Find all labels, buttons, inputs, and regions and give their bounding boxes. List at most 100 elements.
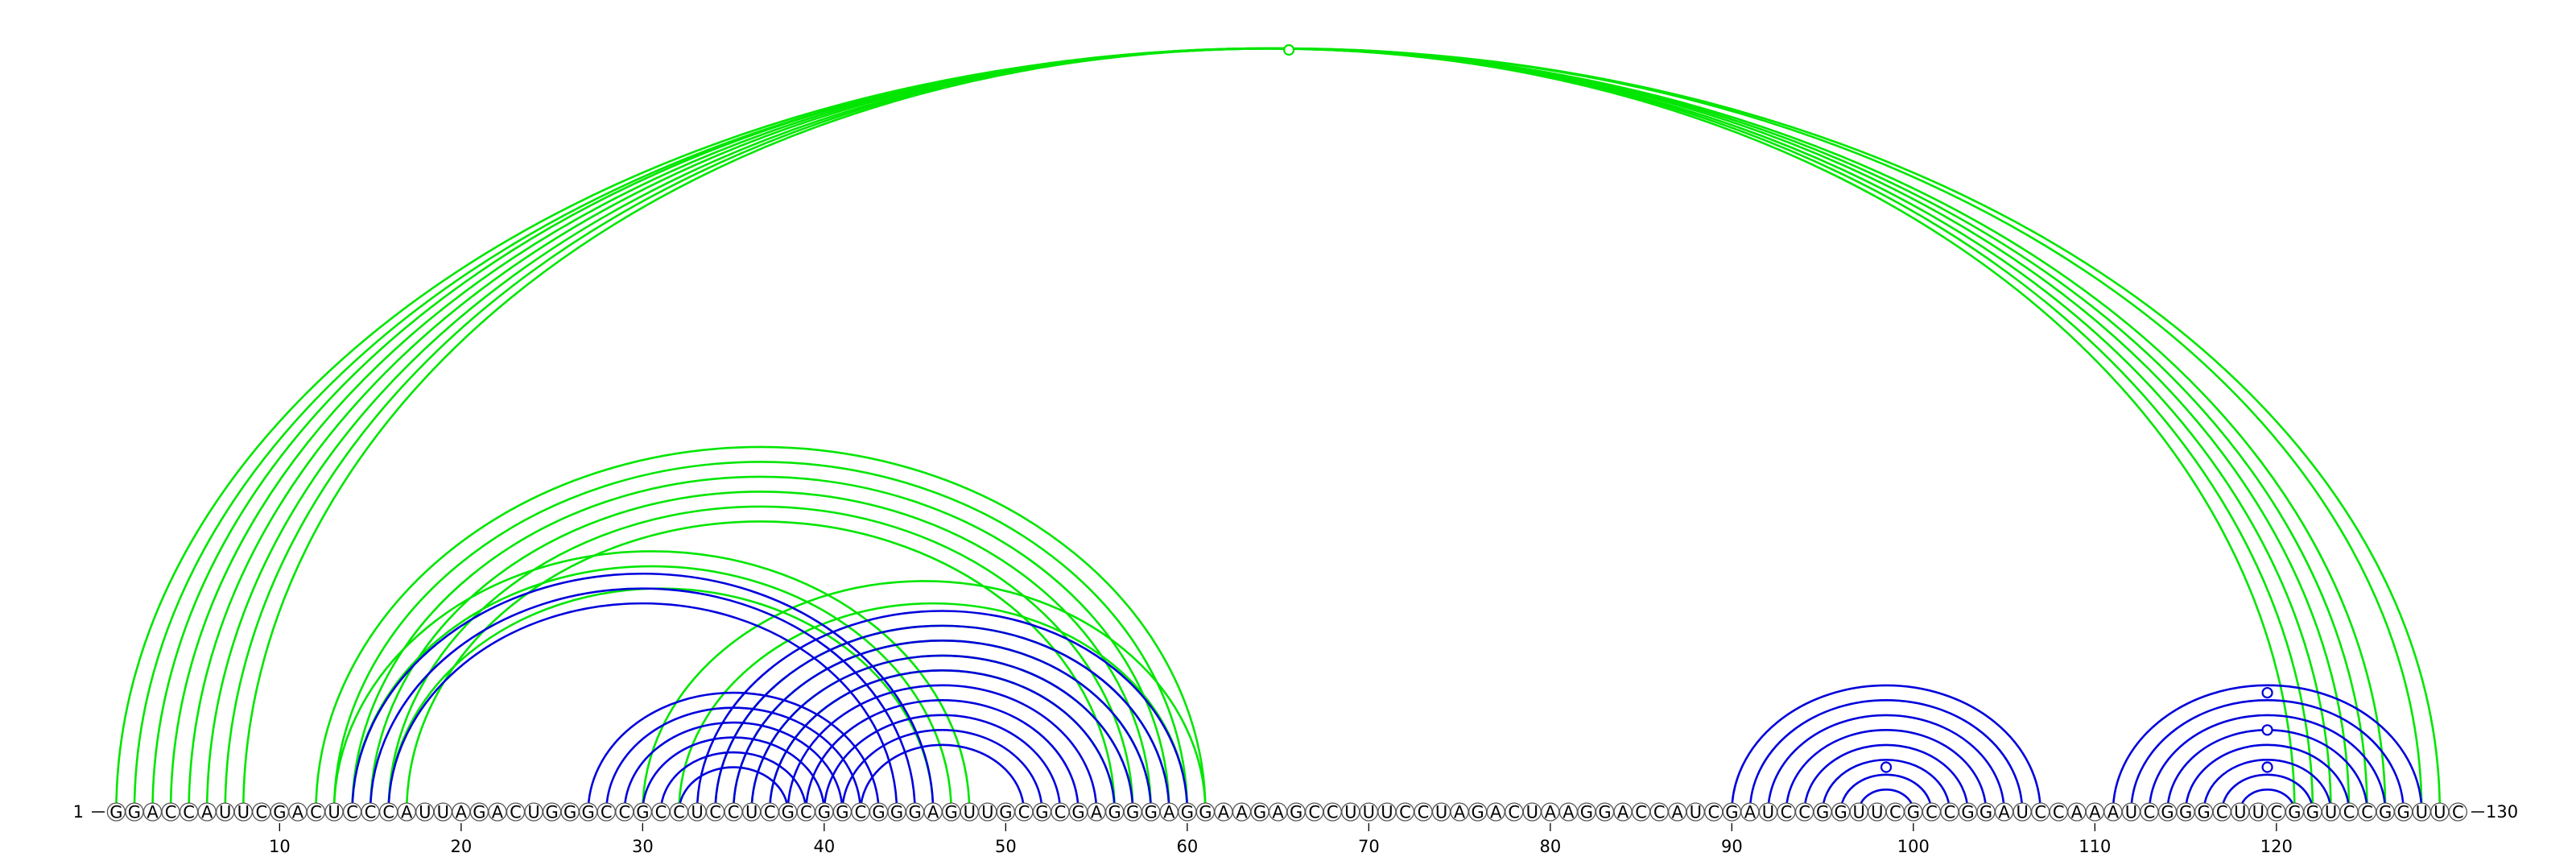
blue-hairpin-2-arc-117-122 [2220,773,2314,813]
blue-helix-c-arc-33-60 [696,610,1189,813]
nucleotide-letter: G [564,803,576,822]
blue-helix-a-arc-15-45 [369,587,916,813]
blue-hairpin-1-arc-90-107 [1731,684,2041,813]
nucleotide-51: C [1014,802,1034,822]
green-outer-helix-arc-7-122 [225,48,2313,812]
nucleotide-letter: G [999,803,1012,822]
nucleotide-letter: A [2071,803,2083,822]
arc-markers [1283,43,2273,773]
blue-hairpin-1-arc-95-102 [1821,758,1951,813]
nucleotide-letter: C [2361,803,2373,822]
nucleotide-letter: G [582,803,595,822]
arc-marker-4 [2261,724,2273,736]
nucleotide-107: C [2031,802,2050,822]
position-label-110: 110 [2079,837,2111,856]
nucleotide-86: C [1649,802,1669,822]
nucleotide-letter: G [1199,803,1212,822]
nucleotide-letter: U [1690,803,1702,822]
nucleotide-89: C [1704,802,1724,822]
blue-helix-b-arc-27-43 [587,691,880,813]
nucleotide-letter: C [1889,803,1901,822]
nucleotide-letter: C [2216,803,2228,822]
green-outer-helix-arc-5-124 [188,47,2351,813]
nucleotide-117: C [2212,802,2231,822]
nucleotide-letter: G [1580,803,1593,822]
nucleotide-39: C [796,802,815,822]
nucleotide-letter: U [1363,803,1375,822]
nucleotide-letter: G [1835,803,1847,822]
blue-hairpin-1-arc-94-103 [1803,743,1969,813]
nucleotide-letter: A [2107,803,2120,822]
nucleotide-97: U [1849,802,1868,822]
nucleotide-101: C [1922,802,1942,822]
nucleotide-100: G [1904,802,1923,822]
nucleotide-letter: U [527,803,539,822]
nucleotide-99: C [1885,802,1905,822]
nucleotide-letter: G [1907,803,1920,822]
nucleotide-54: G [1068,802,1088,822]
nucleotide-letter: G [818,803,831,822]
green-outer-helix-arc-6-123 [207,48,2330,812]
nucleotide-letter: G [1181,803,1194,822]
nucleotide-letter: C [618,803,630,822]
nucleotide-circle [2448,802,2468,822]
nucleotide-56: G [1105,802,1125,822]
nucleotide-letter: C [255,803,267,822]
nucleotide-64: G [1250,802,1269,822]
nucleotide-105: A [1994,802,2014,822]
nucleotide-letter: C [855,803,867,822]
nucleotide-7: U [216,802,235,822]
nucleotide-10: G [270,802,290,822]
nucleotide-letter: U [691,803,703,822]
nucleotide-letter: U [328,803,340,822]
green-outer-helix-arc-2-128 [133,47,2423,813]
blue-helix-b-arc-31-39 [659,751,807,813]
nucleotide-letter: C [1798,803,1810,822]
nucleotide-letter: C [709,803,721,822]
position-label-30: 30 [632,837,654,856]
blue-helix-b-arc-32-38 [678,766,790,813]
position-label-70: 70 [1358,837,1380,856]
nucleotide-letter: C [510,803,522,822]
nucleotide-letter: U [437,803,449,822]
nucleotide-letter: G [1071,803,1084,822]
nucleotide-letter: A [1163,803,1175,822]
nucleotide-letter: U [2252,803,2264,822]
nucleotide-61: G [1195,802,1216,822]
nucleotide-32: C [669,802,689,822]
nucleotide-115: G [2176,802,2195,822]
nucleotide-letter: C [165,803,177,822]
nucleotide-12: C [306,802,326,822]
nucleotide-letter: G [2397,803,2410,822]
nucleotide-letter: G [1961,803,1974,822]
nucleotide-118: U [2231,802,2250,822]
blue-helix-c-arc-38-55 [786,684,1098,813]
nucleotide-letter: C [2053,803,2065,822]
blue-hairpin-1-arc-91-106 [1748,699,2024,813]
nucleotide-letter: A [1563,803,1575,822]
nucleotide-120: C [2267,802,2286,822]
nucleotide-62: A [1214,802,1233,822]
green-outer-helix-arc-3-126 [151,47,2387,813]
blue-hairpin-1-arc-93-104 [1785,728,1988,813]
green-outer-helix-arc-4-125 [171,48,2368,812]
nucleotide-letter: C [601,803,613,822]
nucleotide-116: G [2194,802,2214,822]
nucleotide-29: C [615,802,634,822]
nucleotide-letter: G [872,803,885,822]
nucleotide-letter: U [1871,803,1883,822]
nucleotide-128: U [2412,802,2431,822]
nucleotide-letter: U [1853,803,1865,822]
nucleotide-79: U [1522,802,1542,822]
nucleotide-122: G [2303,802,2322,822]
nucleotide-letter: G [782,803,795,822]
nucleotide-letter: C [764,803,776,822]
position-label-10: 10 [269,837,291,856]
nucleotide-45: G [905,802,925,822]
sequence-end-label: 130 [2486,802,2518,822]
nucleotide-46: A [923,802,943,822]
nucleotide-letter: C [1707,803,1719,822]
nucleotide-letter: G [1108,803,1121,822]
nucleotide-24: U [524,802,543,822]
